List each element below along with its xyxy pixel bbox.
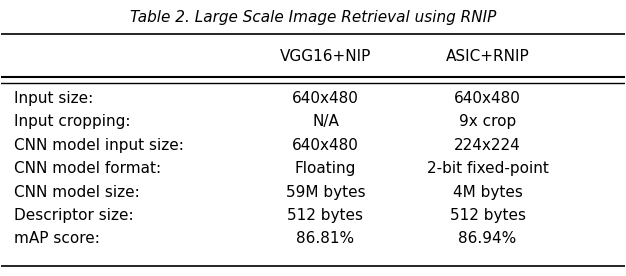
Text: 640x480: 640x480 [454,91,521,106]
Text: CNN model format:: CNN model format: [14,161,161,176]
Text: 9x crop: 9x crop [459,114,516,129]
Text: ASIC+RNIP: ASIC+RNIP [446,49,530,63]
Text: 2-bit fixed-point: 2-bit fixed-point [426,161,548,176]
Text: CNN model input size:: CNN model input size: [14,138,183,153]
Text: Input cropping:: Input cropping: [14,114,130,129]
Text: mAP score:: mAP score: [14,231,100,246]
Text: Table 2. Large Scale Image Retrieval using RNIP: Table 2. Large Scale Image Retrieval usi… [130,10,496,25]
Text: 512 bytes: 512 bytes [287,208,364,223]
Text: 640x480: 640x480 [292,91,359,106]
Text: Floating: Floating [295,161,356,176]
Text: CNN model size:: CNN model size: [14,185,140,200]
Text: VGG16+NIP: VGG16+NIP [280,49,371,63]
Text: N/A: N/A [312,114,339,129]
Text: Descriptor size:: Descriptor size: [14,208,133,223]
Text: 224x224: 224x224 [454,138,521,153]
Text: 59M bytes: 59M bytes [285,185,366,200]
Text: 86.81%: 86.81% [296,231,354,246]
Text: 4M bytes: 4M bytes [453,185,523,200]
Text: Input size:: Input size: [14,91,93,106]
Text: 640x480: 640x480 [292,138,359,153]
Text: 512 bytes: 512 bytes [449,208,525,223]
Text: 86.94%: 86.94% [458,231,516,246]
